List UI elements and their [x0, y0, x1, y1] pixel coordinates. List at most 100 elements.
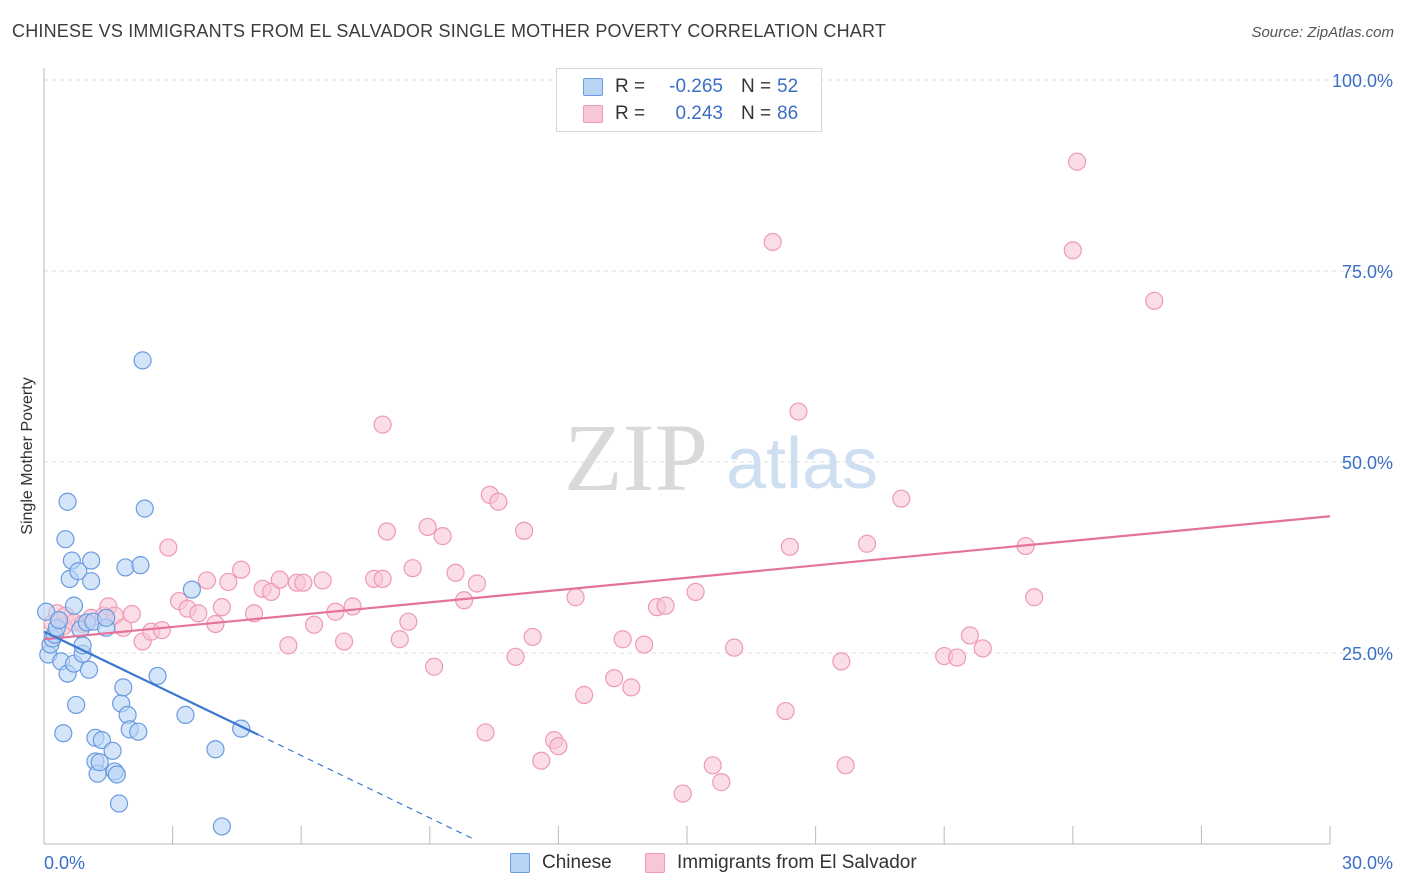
salvador-point	[1025, 588, 1044, 607]
chinese-point	[37, 602, 56, 621]
chinese-point	[56, 530, 75, 549]
chart-title: CHINESE VS IMMIGRANTS FROM EL SALVADOR S…	[12, 21, 887, 41]
chinese-point	[58, 492, 77, 511]
chinese-point	[82, 551, 101, 570]
salvador-point	[780, 537, 799, 556]
salvador-point	[947, 648, 967, 667]
chinese-point	[176, 705, 195, 724]
r-value-salvador: 0.243	[675, 103, 723, 124]
salvador-legend-swatch	[645, 853, 665, 873]
salvador-point	[373, 569, 392, 588]
legend-row-chinese: R = -0.265 N = 52	[583, 75, 798, 99]
chinese-point	[135, 499, 154, 518]
watermark: ZIP atlas	[564, 404, 878, 511]
legend-label-salvador: Immigrants from El Salvador	[677, 852, 917, 873]
salvador-swatch	[583, 105, 603, 123]
chinese-point	[109, 794, 129, 813]
salvador-point	[673, 784, 692, 803]
salvador-point	[197, 571, 216, 590]
salvador-point	[515, 521, 534, 540]
salvador-point	[1063, 241, 1082, 260]
chinese-trend-extension	[258, 734, 473, 840]
salvador-point	[446, 563, 465, 582]
salvador-point	[152, 620, 171, 640]
salvador-point	[703, 756, 722, 775]
y-tick-label: 50.0%	[1342, 453, 1393, 473]
chinese-point	[82, 572, 101, 591]
salvador-point	[373, 415, 392, 434]
salvador-point	[973, 639, 992, 658]
y-tick-label: 75.0%	[1342, 262, 1393, 282]
salvador-point	[622, 678, 641, 697]
salvador-point	[159, 538, 178, 557]
salvador-point	[1067, 152, 1087, 171]
legend-row-salvador: R = 0.243 N = 86	[583, 102, 798, 126]
salvador-point	[566, 588, 585, 607]
salvador-point	[605, 669, 624, 688]
x-tick-label: 0.0%	[44, 853, 85, 873]
chinese-point	[206, 740, 225, 759]
n-value-chinese: 52	[777, 76, 799, 97]
salvador-point	[613, 630, 632, 649]
chinese-point	[54, 724, 73, 743]
salvador-point	[686, 582, 705, 601]
salvador-point	[960, 626, 980, 645]
salvador-point	[776, 701, 795, 721]
n-label: N =	[741, 76, 772, 97]
salvador-point	[377, 522, 397, 541]
salvador-point	[725, 638, 744, 657]
n-value-salvador: 86	[777, 103, 799, 124]
chinese-legend-swatch	[510, 853, 530, 873]
chinese-point	[116, 558, 135, 577]
chinese-point	[64, 596, 84, 615]
legend-item-chinese[interactable]: Chinese	[510, 852, 612, 874]
y-tick-label: 100.0%	[1332, 71, 1393, 91]
chinese-point	[79, 660, 99, 679]
watermark-atlas: atlas	[726, 424, 878, 504]
axes	[43, 68, 1331, 845]
trend-lines	[43, 515, 1331, 840]
salvador-point	[270, 570, 289, 589]
chinese-point	[107, 765, 126, 784]
chinese-point	[133, 351, 152, 370]
salvador-point	[532, 751, 551, 770]
salvador-point	[789, 402, 808, 421]
salvador-point	[832, 652, 851, 671]
series-chinese-points	[37, 351, 251, 836]
salvador-point	[244, 604, 264, 623]
salvador-point	[712, 773, 731, 792]
salvador-point	[575, 685, 594, 705]
chinese-point	[90, 753, 109, 772]
y-tick-label: 25.0%	[1342, 644, 1393, 664]
salvador-point	[343, 597, 362, 616]
source-label: Source: ZipAtlas.com	[1251, 24, 1394, 41]
chinese-swatch	[583, 78, 603, 96]
salvador-point	[122, 604, 141, 624]
chinese-point	[114, 678, 133, 697]
salvador-point	[476, 723, 495, 742]
salvador-point	[212, 598, 231, 617]
salvador-point	[279, 636, 298, 655]
salvador-point	[635, 635, 654, 654]
salvador-point	[549, 737, 568, 756]
salvador-point	[294, 573, 313, 592]
x-tick-label: 30.0%	[1342, 853, 1393, 873]
chinese-point	[212, 817, 231, 836]
tick-labels: 25.0% 50.0% 75.0% 100.0% 0.0% 30.0%	[44, 71, 1393, 873]
salvador-point	[304, 615, 324, 634]
r-label: R =	[615, 103, 646, 124]
chinese-point	[67, 695, 86, 715]
r-label: R =	[615, 76, 646, 97]
salvador-point	[892, 489, 911, 508]
salvador-point	[219, 572, 238, 592]
salvador-point	[763, 232, 782, 252]
salvador-point	[232, 560, 251, 579]
chinese-point	[129, 722, 148, 741]
legend-item-salvador[interactable]: Immigrants from El Salvador	[645, 852, 917, 874]
watermark-zip: ZIP	[564, 404, 708, 511]
legend-label-chinese: Chinese	[542, 852, 612, 873]
salvador-point	[418, 517, 437, 537]
salvador-point	[506, 647, 525, 666]
chinese-point	[97, 608, 116, 627]
